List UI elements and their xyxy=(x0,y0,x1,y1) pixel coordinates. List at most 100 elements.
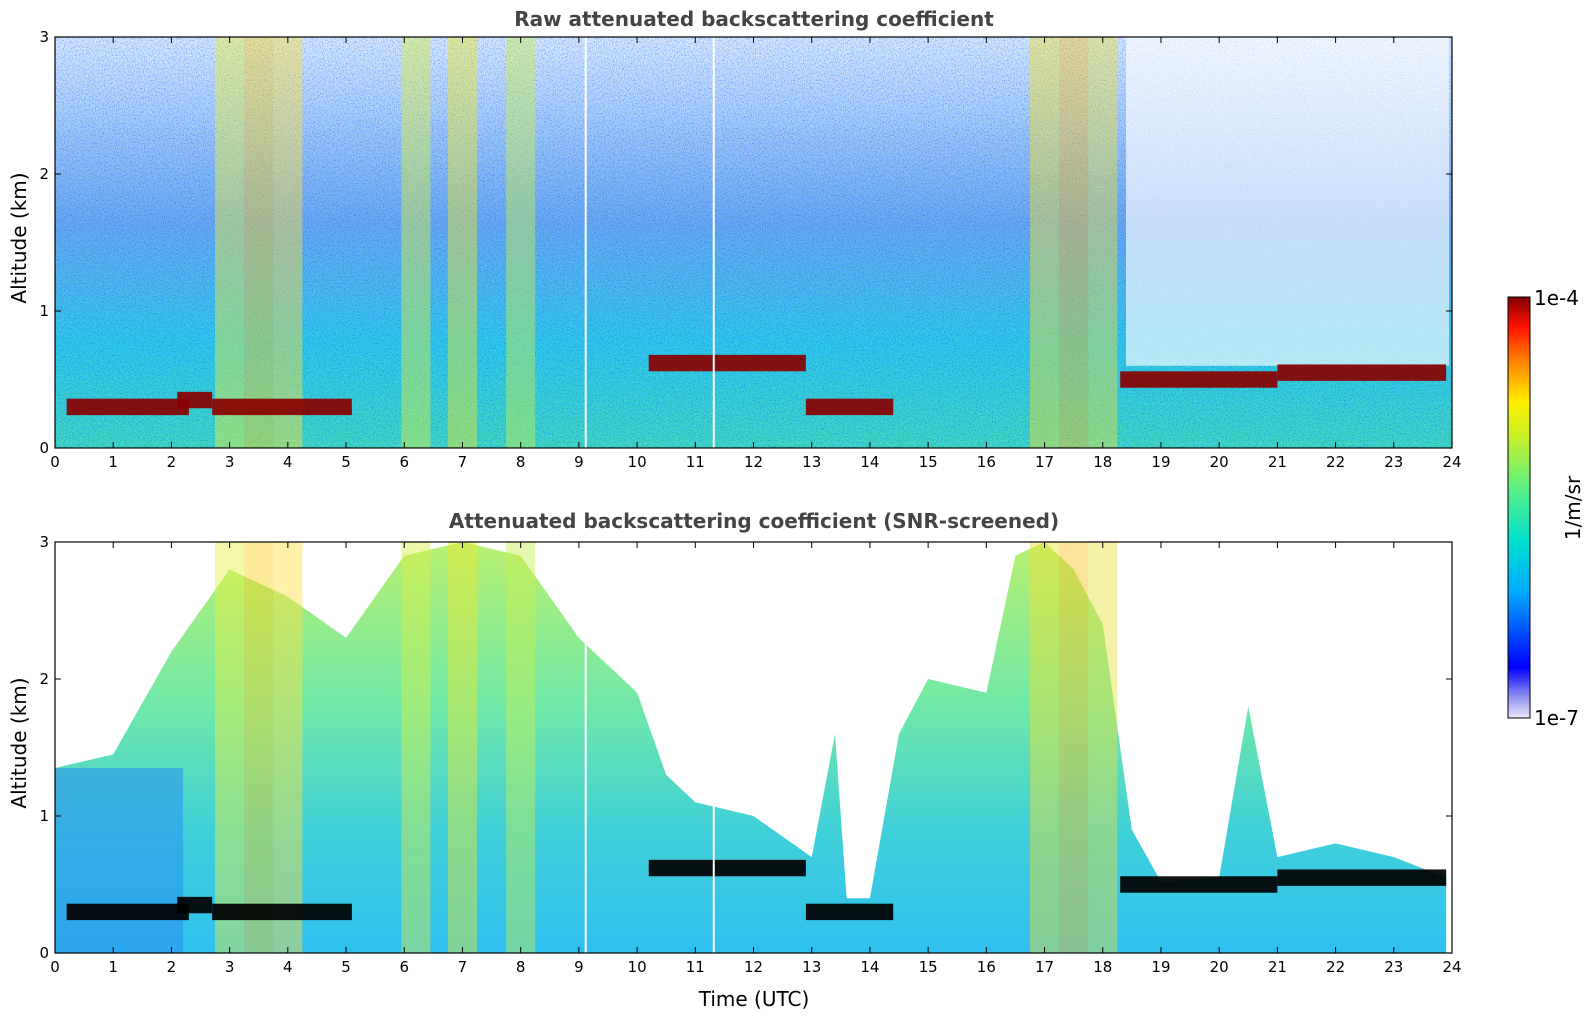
panel2-signal-area xyxy=(55,542,1447,953)
panel2-data-gap xyxy=(584,542,587,953)
x-tick-label: 3 xyxy=(225,453,235,471)
x-tick-label: 5 xyxy=(341,958,351,976)
x-tick-label: 9 xyxy=(574,453,584,471)
x-tick-label: 24 xyxy=(1442,958,1461,976)
x-tick-label: 9 xyxy=(574,958,584,976)
x-tick-label: 21 xyxy=(1268,453,1287,471)
panel1-heatmap xyxy=(55,37,1452,448)
x-tick-label: 1 xyxy=(108,958,118,976)
x-tick-label: 19 xyxy=(1151,453,1170,471)
panel1-cloud-layer xyxy=(177,391,213,409)
y-tick-label: 1 xyxy=(39,807,49,825)
x-tick-label: 7 xyxy=(458,958,468,976)
panel2-cloud-layer xyxy=(1277,869,1447,886)
x-tick-label: 0 xyxy=(50,453,60,471)
x-tick-label: 7 xyxy=(458,453,468,471)
colorbar-gradient xyxy=(1507,296,1531,719)
panel2-streak xyxy=(1088,542,1118,953)
x-tick-label: 17 xyxy=(1035,958,1054,976)
x-tick-label: 13 xyxy=(802,453,821,471)
colorbar-max-label: 1e-4 xyxy=(1534,286,1579,310)
panel2-data-gap xyxy=(712,542,715,953)
panel2-title: Attenuated backscattering coefficient (S… xyxy=(449,509,1059,533)
panel1-streak xyxy=(1059,37,1089,448)
panel2-cloud-layer xyxy=(66,903,189,921)
panel1-cloud-layer xyxy=(1277,364,1447,381)
x-tick-label: 5 xyxy=(341,453,351,471)
panel1-streak xyxy=(244,37,274,448)
panel1-cloud-layer xyxy=(1120,371,1278,388)
y-tick-label: 2 xyxy=(39,165,49,183)
panel2-streak xyxy=(273,542,303,953)
x-tick-label: 2 xyxy=(167,453,177,471)
colorbar-min-label: 1e-7 xyxy=(1534,706,1579,730)
panel1-y-ticks: 0 1 2 3 xyxy=(39,28,1452,457)
panel2-cloud-layer xyxy=(648,859,806,877)
x-tick-label: 23 xyxy=(1384,958,1403,976)
panel2-cloud-layer xyxy=(805,903,894,921)
panel1-streak xyxy=(401,37,431,448)
panel1-streak xyxy=(447,37,478,448)
y-tick-label: 0 xyxy=(39,944,49,962)
x-tick-label: 16 xyxy=(977,958,996,976)
panel2-ylabel: Altitude (km) xyxy=(7,677,31,808)
x-tick-label: 18 xyxy=(1093,958,1112,976)
x-tick-label: 12 xyxy=(744,958,763,976)
x-tick-label: 6 xyxy=(399,958,409,976)
panel2-streak xyxy=(215,542,245,953)
x-tick-label: 15 xyxy=(919,958,938,976)
y-tick-label: 1 xyxy=(39,302,49,320)
y-tick-label: 0 xyxy=(39,439,49,457)
panel1-streak xyxy=(215,37,245,448)
x-tick-label: 13 xyxy=(802,958,821,976)
x-tick-label: 1 xyxy=(108,453,118,471)
x-tick-label: 16 xyxy=(977,453,996,471)
panel2-cloud-layer xyxy=(177,896,213,914)
x-tick-label: 8 xyxy=(516,453,526,471)
panel1-data-gap xyxy=(712,37,715,448)
x-tick-label: 14 xyxy=(860,958,879,976)
panel1-streak xyxy=(1029,37,1060,448)
panel2-blue-region xyxy=(55,768,184,953)
panel1-ylabel: Altitude (km) xyxy=(7,172,31,303)
x-tick-label: 20 xyxy=(1210,958,1229,976)
panel1-title: Raw attenuated backscattering coefficien… xyxy=(514,7,994,31)
x-tick-label: 22 xyxy=(1326,453,1345,471)
y-tick-label: 3 xyxy=(39,533,49,551)
x-tick-label: 22 xyxy=(1326,958,1345,976)
x-tick-label: 20 xyxy=(1210,453,1229,471)
x-tick-label: 11 xyxy=(686,453,705,471)
panel2-heatmap xyxy=(55,542,1452,953)
x-axis-label: Time (UTC) xyxy=(698,987,810,1011)
raw-backscatter-panel: Raw attenuated backscattering coefficien… xyxy=(7,7,1462,471)
x-tick-label: 18 xyxy=(1093,453,1112,471)
x-tick-label: 21 xyxy=(1268,958,1287,976)
x-tick-label: 17 xyxy=(1035,453,1054,471)
panel1-streak xyxy=(273,37,303,448)
panel1-streak xyxy=(1088,37,1118,448)
colorbar-unit-label: 1/m/sr xyxy=(1561,475,1585,540)
x-tick-label: 0 xyxy=(50,958,60,976)
x-tick-label: 10 xyxy=(628,453,647,471)
panel1-streak xyxy=(506,37,536,448)
x-tick-label: 11 xyxy=(686,958,705,976)
panel2-streak xyxy=(506,542,536,953)
x-tick-label: 24 xyxy=(1442,453,1461,471)
panel1-cloud-layer xyxy=(212,398,352,416)
x-tick-label: 23 xyxy=(1384,453,1403,471)
panel2-plot-area xyxy=(54,541,1453,954)
panel1-clear-sky xyxy=(1126,37,1450,366)
panel2-x-ticks: 0 1 2 3 4 5 6 7 8 9 10 11 12 13 14 15 16 17 18 19 20 21 22 23 24 xyxy=(50,542,1462,976)
x-tick-label: 10 xyxy=(628,958,647,976)
panel2-cloud-layer xyxy=(1120,876,1278,893)
panel2-streak xyxy=(244,542,274,953)
x-tick-label: 6 xyxy=(399,453,409,471)
colorbar: 1e-4 1e-7 1/m/sr xyxy=(1507,286,1585,730)
panel2-cloud-layer xyxy=(212,903,352,921)
x-tick-label: 15 xyxy=(919,453,938,471)
x-tick-label: 3 xyxy=(225,958,235,976)
panel1-cloud-layer xyxy=(648,354,806,372)
panel1-data-gap xyxy=(584,37,587,448)
snr-screened-panel: Attenuated backscattering coefficient (S… xyxy=(7,509,1462,1011)
